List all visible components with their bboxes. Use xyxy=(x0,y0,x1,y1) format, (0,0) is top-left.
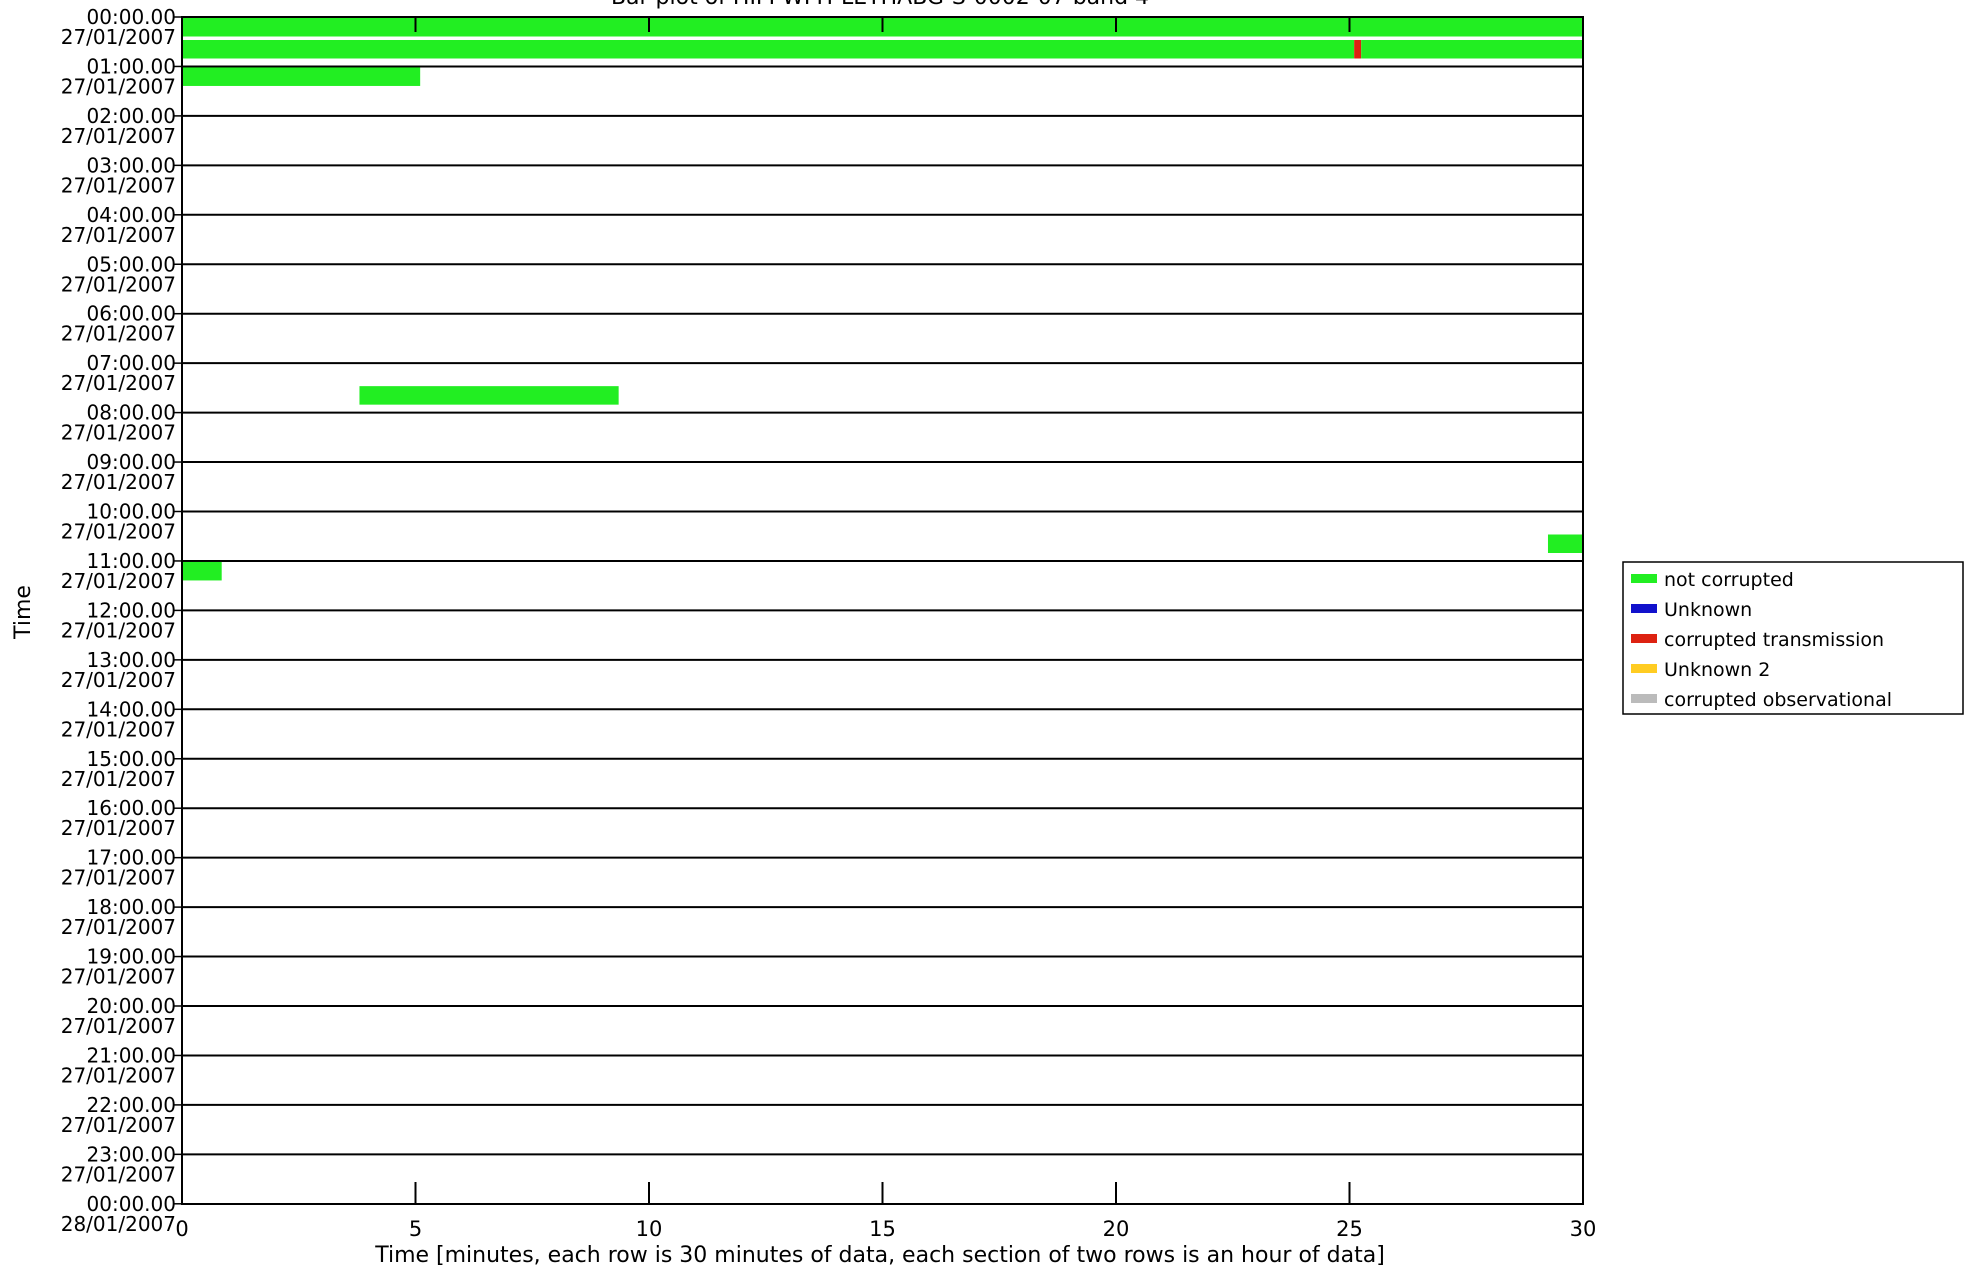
y-axis-label: Time xyxy=(11,585,36,640)
x-tick-label: 0 xyxy=(175,1217,188,1241)
y-tick-date: 27/01/2007 xyxy=(61,816,176,840)
y-tick-date: 27/01/2007 xyxy=(61,915,176,939)
data-segment xyxy=(359,386,619,405)
y-tick-date: 27/01/2007 xyxy=(61,717,176,741)
data-segment xyxy=(1361,40,1583,59)
hour-separators xyxy=(182,65,1583,1156)
x-tick-label: 30 xyxy=(1570,1217,1597,1241)
y-tick-date: 27/01/2007 xyxy=(61,569,176,593)
x-tick-label: 25 xyxy=(1336,1217,1363,1241)
x-tick-label: 20 xyxy=(1103,1217,1130,1241)
legend-swatch xyxy=(1631,604,1657,613)
legend-swatch xyxy=(1631,664,1657,673)
x-tick-label: 15 xyxy=(869,1217,896,1241)
y-tick-time: 10:00.00 xyxy=(87,500,176,524)
y-tick-time: 23:00.00 xyxy=(87,1142,176,1166)
data-segment xyxy=(1354,40,1362,59)
legend-label: corrupted observational xyxy=(1664,689,1892,711)
y-tick-date: 27/01/2007 xyxy=(61,618,176,642)
y-tick-time: 01:00.00 xyxy=(87,54,176,78)
y-tick-time: 17:00.00 xyxy=(87,846,176,870)
y-tick-date: 27/01/2007 xyxy=(61,520,176,544)
y-tick-time: 18:00.00 xyxy=(87,895,176,919)
legend-swatch xyxy=(1631,634,1657,643)
y-tick-date: 27/01/2007 xyxy=(61,866,176,890)
y-tick-date: 27/01/2007 xyxy=(61,223,176,247)
data-segments xyxy=(182,18,1583,581)
y-tick-date: 27/01/2007 xyxy=(61,1113,176,1137)
y-tick-date: 27/01/2007 xyxy=(61,1014,176,1038)
y-tick-time: 00:00.00 xyxy=(87,1192,176,1216)
y-tick-time: 21:00.00 xyxy=(87,1043,176,1067)
legend-swatch xyxy=(1631,694,1657,703)
x-tick-label: 10 xyxy=(636,1217,663,1241)
data-segment xyxy=(182,561,222,581)
y-tick-time: 12:00.00 xyxy=(87,598,176,622)
y-tick-time: 00:00.00 xyxy=(87,5,176,29)
y-tick-time: 15:00.00 xyxy=(87,747,176,771)
y-tick-date: 28/01/2007 xyxy=(61,1212,176,1236)
y-tick-time: 07:00.00 xyxy=(87,351,176,375)
y-axis-ticks: 00:00.0027/01/200701:00.0027/01/200702:0… xyxy=(61,5,182,1236)
y-tick-date: 27/01/2007 xyxy=(61,74,176,98)
y-tick-date: 27/01/2007 xyxy=(61,124,176,148)
y-tick-time: 11:00.00 xyxy=(87,549,176,573)
y-tick-time: 22:00.00 xyxy=(87,1093,176,1117)
y-tick-date: 27/01/2007 xyxy=(61,470,176,494)
data-segment xyxy=(1547,534,1583,553)
y-tick-date: 27/01/2007 xyxy=(61,767,176,791)
chart-title: Bar plot of HIFI-WFH-LETHABG-S-0002-07 b… xyxy=(611,0,1149,10)
y-tick-time: 02:00.00 xyxy=(87,104,176,128)
y-tick-date: 27/01/2007 xyxy=(61,421,176,445)
legend-box xyxy=(1622,561,1964,715)
y-tick-date: 27/01/2007 xyxy=(61,322,176,346)
y-tick-date: 27/01/2007 xyxy=(61,668,176,692)
y-tick-time: 20:00.00 xyxy=(87,994,176,1018)
data-segment xyxy=(182,67,421,86)
y-tick-time: 03:00.00 xyxy=(87,153,176,177)
data-segment xyxy=(182,40,1355,59)
legend-swatch xyxy=(1631,574,1657,583)
y-tick-date: 27/01/2007 xyxy=(61,1162,176,1186)
y-tick-date: 27/01/2007 xyxy=(61,173,176,197)
x-axis-label: Time [minutes, each row is 30 minutes of… xyxy=(374,1243,1385,1268)
legend: not corrupted Unknown corrupted transmissi… xyxy=(1622,561,1964,715)
y-tick-time: 16:00.00 xyxy=(87,796,176,820)
y-tick-time: 09:00.00 xyxy=(87,450,176,474)
y-tick-time: 06:00.00 xyxy=(87,302,176,326)
y-tick-date: 27/01/2007 xyxy=(61,272,176,296)
y-tick-date: 27/01/2007 xyxy=(61,25,176,49)
x-axis-ticks: 0 5 10 15 20 25 30 xyxy=(175,17,1596,1241)
y-tick-date: 27/01/2007 xyxy=(61,965,176,989)
y-tick-time: 13:00.00 xyxy=(87,648,176,672)
y-tick-time: 14:00.00 xyxy=(87,697,176,721)
y-tick-time: 04:00.00 xyxy=(87,203,176,227)
y-tick-time: 08:00.00 xyxy=(87,401,176,425)
x-tick-label: 5 xyxy=(409,1217,422,1241)
legend-label: Unknown xyxy=(1664,599,1752,621)
y-tick-time: 05:00.00 xyxy=(87,252,176,276)
y-tick-date: 27/01/2007 xyxy=(61,1063,176,1087)
legend-label: not corrupted xyxy=(1664,569,1794,591)
y-tick-time: 19:00.00 xyxy=(87,945,176,969)
legend-label: Unknown 2 xyxy=(1664,659,1770,681)
y-tick-date: 27/01/2007 xyxy=(61,371,176,395)
legend-label: corrupted transmission xyxy=(1664,629,1884,651)
